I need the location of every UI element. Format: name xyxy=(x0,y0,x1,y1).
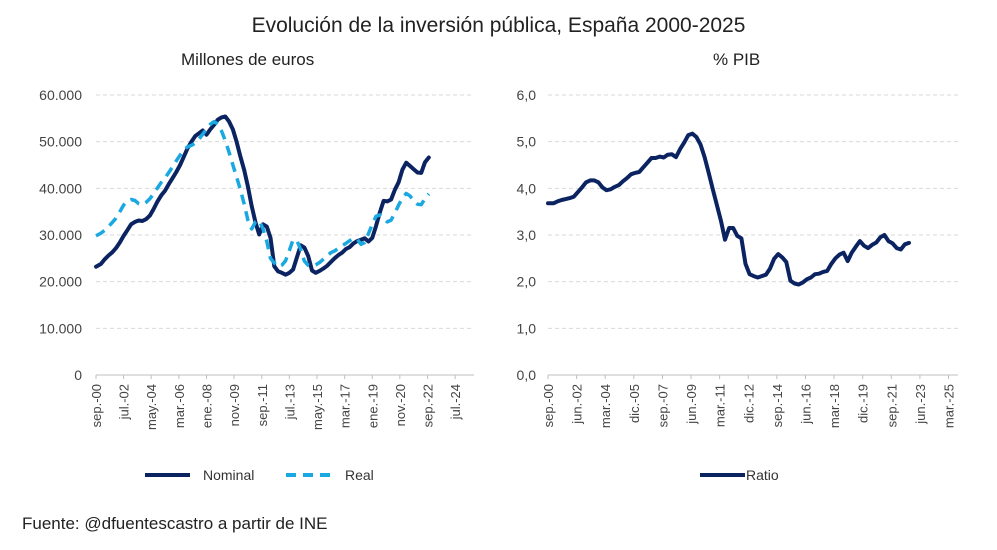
source-note: Fuente: @dfuentescastro a partir de INE xyxy=(22,514,328,533)
left-chart-panel: 0 10.000 20.000 30.000 40.000 50.000 60.000 sep… xyxy=(39,87,474,483)
left-chart-subtitle: Millones de euros xyxy=(181,50,315,69)
series-line-real xyxy=(95,119,431,269)
y-tick-label: 6,0 xyxy=(517,87,537,103)
x-tick-label: mar.-04 xyxy=(598,384,613,428)
x-tick-label: jul.-24 xyxy=(448,384,463,420)
x-tick-label: dic.-05 xyxy=(627,384,642,423)
x-tick-label: mar.-11 xyxy=(713,384,728,427)
y-tick-label: 5,0 xyxy=(517,134,537,150)
legend-label-nominal: Nominal xyxy=(203,467,254,483)
x-tick-label: may.-15 xyxy=(310,384,325,430)
x-tick-label: jun.-02 xyxy=(570,384,585,425)
x-tick-label: jun.-09 xyxy=(684,384,699,425)
x-tick-label: mar.-18 xyxy=(827,384,842,428)
x-tick-label: jul.-13 xyxy=(282,384,297,420)
x-tick-label: may.-04 xyxy=(144,384,159,430)
x-tick-label: mar.-17 xyxy=(338,384,353,428)
x-tick-label: sep.-00 xyxy=(89,384,104,427)
y-tick-label: 4,0 xyxy=(517,180,537,196)
x-tick-label: sep.-14 xyxy=(770,384,785,427)
x-tick-label: sep.-07 xyxy=(655,384,670,427)
y-tick-label: 0,0 xyxy=(517,367,537,383)
x-tick-label: nov.-09 xyxy=(227,384,242,426)
x-tick-label: ene.-19 xyxy=(365,384,380,428)
y-tick-label: 10.000 xyxy=(39,320,82,336)
y-tick-label: 0 xyxy=(74,367,82,383)
x-tick-label: jun.-23 xyxy=(913,384,928,425)
legend-label-ratio: Ratio xyxy=(746,467,779,483)
x-tick-label: sep.-11 xyxy=(255,384,270,426)
x-tick-label: dic.-19 xyxy=(856,384,871,423)
x-tick-label: ene.-08 xyxy=(199,384,214,428)
right-chart-panel: 0,0 1,0 2,0 3,0 4,0 5,0 6,0 sep.-00 jun.-02 mar.-… xyxy=(517,87,958,483)
y-tick-label: 60.000 xyxy=(39,87,82,103)
right-chart-subtitle: % PIB xyxy=(713,50,761,69)
chart-main-title: Evolución de la inversión pública, Españ… xyxy=(251,14,746,37)
y-tick-label: 2,0 xyxy=(517,274,537,290)
x-tick-label: sep.-00 xyxy=(541,384,556,427)
x-tick-label: nov.-20 xyxy=(393,384,408,426)
y-tick-label: 20.000 xyxy=(39,274,82,290)
y-tick-label: 30.000 xyxy=(39,227,82,243)
legend-label-real: Real xyxy=(345,467,374,483)
x-tick-label: dic.-12 xyxy=(741,384,756,423)
y-tick-label: 1,0 xyxy=(517,320,537,336)
y-tick-label: 40.000 xyxy=(39,180,82,196)
series-line-nominal xyxy=(94,114,431,277)
x-tick-label: sep.-21 xyxy=(884,384,899,427)
y-tick-label: 50.000 xyxy=(39,134,82,150)
x-tick-label: jul.-02 xyxy=(117,384,132,420)
x-tick-label: jun.-16 xyxy=(798,384,813,425)
x-tick-label: mar.-06 xyxy=(172,384,187,428)
y-tick-label: 3,0 xyxy=(517,227,537,243)
series-line-ratio xyxy=(546,131,911,287)
x-tick-label: sep.-22 xyxy=(421,384,436,427)
x-tick-label: mar.-25 xyxy=(942,384,957,428)
